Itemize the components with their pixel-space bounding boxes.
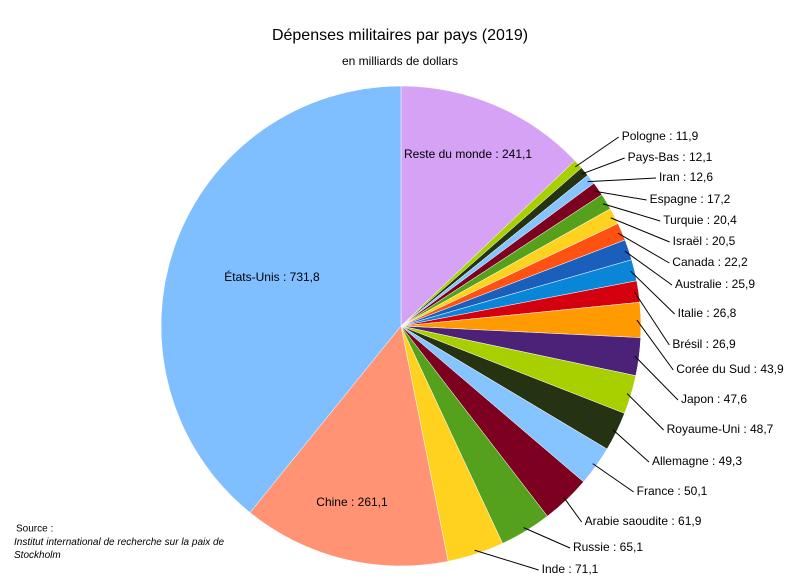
slice-label: Italie : 26,8	[678, 306, 737, 320]
slice-label: Iran : 12,6	[659, 170, 713, 184]
leader-line	[617, 232, 670, 264]
slice-label-box: Reste du monde : 241,1	[403, 147, 533, 161]
leader-line	[581, 157, 625, 175]
slice-label: Pologne : 11,9	[622, 129, 699, 143]
slice-label: France : 50,1	[637, 484, 708, 498]
leader-line	[610, 217, 670, 243]
leader-line	[634, 355, 679, 401]
chart-title: Dépenses militaires par pays (2019)	[272, 27, 528, 44]
leader-line	[630, 270, 675, 315]
leader-line	[575, 136, 620, 168]
slice-label: Russie : 65,1	[573, 540, 643, 554]
slice-label: Canada : 22,2	[672, 255, 748, 269]
pie-slice	[400, 85, 576, 327]
leader-line	[523, 527, 571, 549]
slice-label: Japon : 47,6	[681, 392, 747, 406]
leader-line	[626, 393, 664, 431]
slice-label: Allemagne : 49,3	[652, 454, 742, 468]
source: Institut international de recherche sur …	[14, 537, 225, 561]
leader-line	[592, 463, 634, 493]
slice-label: Chine : 261,1	[316, 495, 388, 509]
leader-line	[602, 203, 661, 222]
slice-label: Royaume-Uni : 48,7	[667, 422, 774, 436]
leader-line	[474, 549, 539, 571]
slice-label: Reste du monde : 241,1	[403, 147, 533, 161]
slice-label: Israël : 20,5	[673, 234, 736, 248]
leader-line	[624, 250, 673, 286]
slice-label: Turquie : 20,4	[663, 213, 737, 227]
pie-slice	[160, 85, 402, 513]
slice-label: Australie : 25,9	[675, 277, 755, 291]
slice-label: Arabie saoudite : 61,9	[585, 514, 702, 528]
leader-line	[634, 291, 670, 346]
leader-line	[587, 177, 657, 183]
slice-label: Espagne : 17,2	[650, 192, 731, 206]
slice-label: Inde : 71,1	[542, 562, 599, 576]
leader-line	[594, 190, 647, 201]
leader-line	[563, 496, 583, 523]
pie-slice	[249, 325, 449, 567]
slice-label: Brésil : 26,9	[672, 337, 736, 351]
source-heading: Source :	[16, 524, 53, 535]
slice-label: Corée du Sud : 43,9	[676, 362, 784, 376]
source-box: Institut international de recherche sur …	[14, 537, 225, 561]
chart-subtitle: en milliards de dollars	[342, 54, 458, 68]
slice-label: États-Unis : 731,8	[224, 269, 320, 284]
slice-label: Pays-Bas : 12,1	[628, 150, 713, 164]
leader-line	[636, 319, 674, 371]
leader-line	[612, 429, 650, 463]
